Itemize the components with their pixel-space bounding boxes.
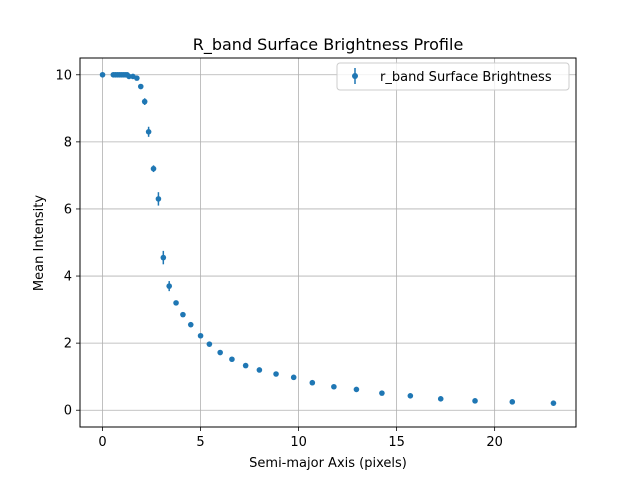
data-point bbox=[242, 362, 249, 369]
x-tick-label: 15 bbox=[388, 435, 405, 450]
data-point bbox=[166, 283, 173, 289]
legend-label: r_band Surface Brightness bbox=[380, 70, 552, 85]
y-tick-label: 0 bbox=[64, 404, 72, 419]
y-tick-label: 4 bbox=[64, 270, 72, 285]
data-point bbox=[180, 311, 186, 318]
data-point bbox=[379, 390, 385, 396]
data-point bbox=[206, 341, 213, 347]
y-tick-label: 10 bbox=[55, 68, 72, 83]
data-point bbox=[550, 400, 557, 406]
data-point bbox=[160, 254, 167, 261]
y-tick-label: 2 bbox=[64, 337, 72, 352]
data-point bbox=[187, 321, 194, 328]
data-point bbox=[472, 398, 478, 404]
data-point bbox=[407, 393, 414, 399]
legend: r_band Surface Brightness bbox=[336, 62, 570, 91]
legend-point-marker bbox=[352, 73, 358, 79]
y-axis-ticks: 0 2 4 6 8 10 bbox=[55, 68, 80, 419]
plot-frame bbox=[79, 57, 577, 428]
data-point bbox=[99, 71, 106, 78]
data-point bbox=[353, 386, 360, 393]
data-point bbox=[437, 396, 444, 402]
data-points bbox=[99, 71, 557, 406]
y-tick-label: 8 bbox=[64, 135, 72, 150]
x-tick-label: 10 bbox=[290, 435, 307, 450]
data-point bbox=[197, 332, 204, 339]
data-point bbox=[173, 300, 179, 306]
y-tick-label: 6 bbox=[64, 202, 72, 217]
data-point bbox=[137, 83, 144, 90]
data-point bbox=[141, 98, 148, 105]
data-point bbox=[309, 379, 316, 386]
x-axis-label: Semi-major Axis (pixels) bbox=[249, 456, 407, 471]
x-axis-ticks: 0 5 10 15 20 bbox=[98, 427, 503, 450]
data-point bbox=[126, 73, 132, 80]
legend-box bbox=[336, 62, 570, 91]
data-point bbox=[256, 367, 263, 373]
data-point bbox=[134, 75, 140, 81]
y-axis-label: Mean Intensity bbox=[32, 195, 47, 291]
data-point bbox=[155, 196, 162, 202]
data-point bbox=[290, 374, 297, 381]
x-tick-label: 20 bbox=[486, 435, 503, 450]
x-tick-label: 0 bbox=[98, 435, 106, 450]
data-point bbox=[217, 349, 223, 356]
data-point bbox=[229, 356, 235, 363]
data-point bbox=[331, 383, 337, 390]
plot-area bbox=[80, 58, 576, 427]
data-point bbox=[150, 165, 157, 172]
data-point bbox=[273, 371, 279, 377]
chart-title: R_band Surface Brightness Profile bbox=[193, 35, 464, 55]
x-tick-label: 5 bbox=[196, 435, 204, 450]
data-point bbox=[145, 129, 152, 135]
data-point bbox=[509, 399, 516, 405]
